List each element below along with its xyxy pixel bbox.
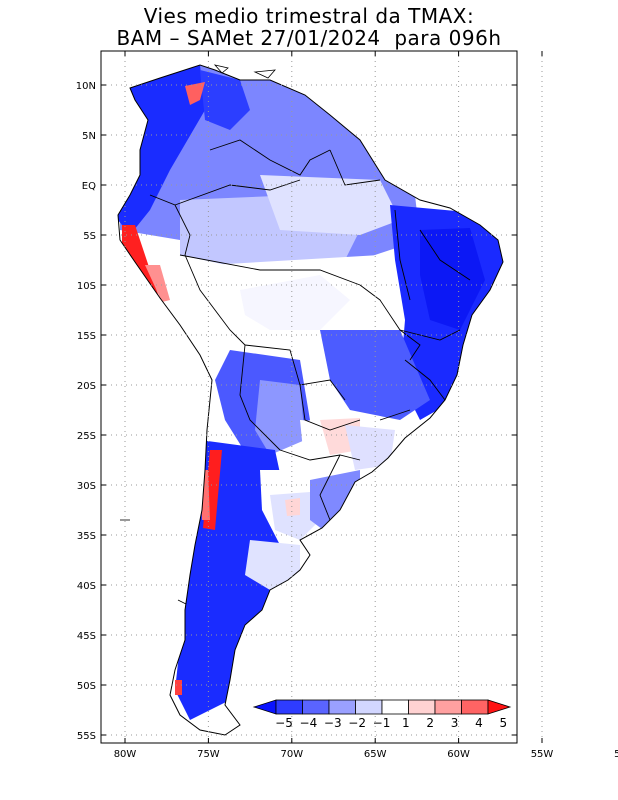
colorbar-max-arrow (487, 699, 512, 715)
colorbar-label: −3 (324, 716, 342, 730)
lat-label: 55S (77, 731, 96, 742)
colorbar-box (434, 699, 462, 715)
lon-label: 70W (280, 749, 303, 760)
lat-label: 50S (77, 681, 96, 692)
graticule (101, 51, 543, 743)
colorbar-label: 5 (500, 716, 508, 730)
colorbar-box (328, 699, 356, 715)
lon-label: 60W (447, 749, 470, 760)
lat-label: 10S (77, 281, 96, 292)
colorbar-box (302, 699, 330, 715)
lat-label: 5N (82, 131, 96, 142)
lon-label: 55W (531, 749, 554, 760)
colorbar-label: −5 (275, 716, 293, 730)
colorbar-box (381, 699, 409, 715)
colorbar: −5 −4 −3 −2 −1 1 2 3 4 5 (252, 699, 512, 730)
map-title-line-2: BAM – SAMet 27/01/2024 para 096h (116, 26, 502, 50)
colorbar-label: 4 (475, 716, 483, 730)
islands (120, 64, 276, 605)
lat-label: 25S (77, 431, 96, 442)
lat-label: 45S (77, 631, 96, 642)
colorbar-label: 3 (451, 716, 459, 730)
colorbar-box (461, 699, 489, 715)
lat-label: 20S (77, 381, 96, 392)
colorbar-box (408, 699, 436, 715)
country-borders (149, 139, 471, 521)
coastline (117, 64, 504, 736)
lat-label: 30S (77, 481, 96, 492)
lat-label: 10N (76, 81, 96, 92)
colorbar-label: −1 (373, 716, 391, 730)
colorbar-box (275, 699, 303, 715)
colorbar-label: 1 (402, 716, 410, 730)
lat-label: 40S (77, 581, 96, 592)
lat-label: 5S (83, 231, 96, 242)
map-title-line-1: Vies medio trimestral da TMAX: (143, 4, 475, 28)
lat-label: 35S (77, 531, 96, 542)
axis-ticks: 80W75W70W65W60W55W50W45W40W35W10N5NEQ5S1… (76, 51, 618, 760)
colorbar-label: −4 (300, 716, 318, 730)
colorbar-label: 2 (426, 716, 434, 730)
lon-label: 75W (197, 749, 220, 760)
lat-label: EQ (82, 181, 96, 192)
lon-label: 80W (114, 749, 137, 760)
lat-label: 15S (77, 331, 96, 342)
colorbar-label: −2 (348, 716, 366, 730)
colorbar-box (355, 699, 383, 715)
lon-label: 65W (364, 749, 387, 760)
lon-label: 50W (614, 749, 618, 760)
